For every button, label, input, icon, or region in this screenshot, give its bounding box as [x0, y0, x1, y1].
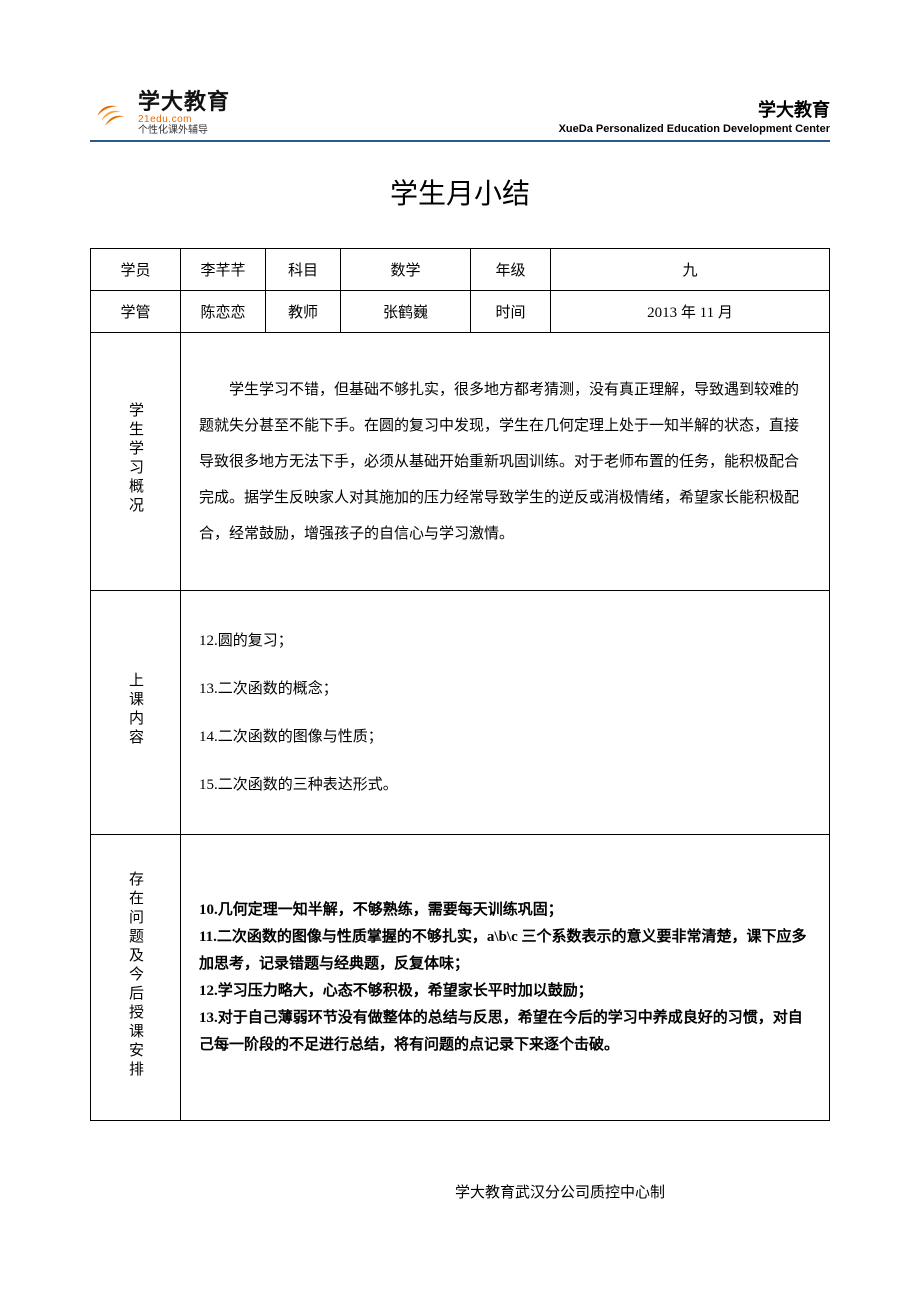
- value-time: 2013 年 11 月: [551, 291, 830, 333]
- value-subject: 数学: [341, 249, 471, 291]
- logo-block: 学大教育 21edu.com 个性化课外辅导: [90, 90, 230, 136]
- label-issues-text: 存在问题及今后授课安排: [125, 871, 146, 1080]
- value-student: 李芊芊: [181, 249, 266, 291]
- logo-text: 学大教育 21edu.com 个性化课外辅导: [138, 90, 230, 136]
- content-list: 12.圆的复习； 13.二次函数的概念； 14.二次函数的图像与性质； 15.二…: [181, 591, 830, 835]
- summary-table: 学员 李芊芊 科目 数学 年级 九 学管 陈恋恋 教师 张鹤巍 时间 2013 …: [90, 248, 830, 1121]
- label-student: 学员: [91, 249, 181, 291]
- table-row: 学员 李芊芊 科目 数学 年级 九: [91, 249, 830, 291]
- label-issues: 存在问题及今后授课安排: [91, 835, 181, 1121]
- label-content-text: 上课内容: [125, 672, 146, 748]
- table-row: 学管 陈恋恋 教师 张鹤巍 时间 2013 年 11 月: [91, 291, 830, 333]
- brand-url: 21edu.com: [138, 114, 230, 125]
- header-right-en: XueDa Personalized Education Development…: [559, 122, 830, 136]
- page: 学大教育 21edu.com 个性化课外辅导 学大教育 XueDa Person…: [0, 0, 920, 1202]
- label-content: 上课内容: [91, 591, 181, 835]
- value-grade: 九: [551, 249, 830, 291]
- issues-list: 10.几何定理一知半解，不够熟练，需要每天训练巩固； 11.二次函数的图像与性质…: [181, 835, 830, 1121]
- page-title: 学生月小结: [90, 172, 830, 212]
- table-row: 存在问题及今后授课安排 10.几何定理一知半解，不够熟练，需要每天训练巩固； 1…: [91, 835, 830, 1121]
- list-item: 11.二次函数的图像与性质掌握的不够扎实，a\b\c 三个系数表示的意义要非常清…: [199, 924, 811, 978]
- list-item: 15.二次函数的三种表达形式。: [199, 761, 811, 809]
- header: 学大教育 21edu.com 个性化课外辅导 学大教育 XueDa Person…: [90, 90, 830, 142]
- list-item: 13.对于自己薄弱环节没有做整体的总结与反思，希望在今后的学习中养成良好的习惯，…: [199, 1005, 811, 1059]
- brand-name-cn: 学大教育: [138, 90, 230, 114]
- overview-text: 学生学习不错，但基础不够扎实，很多地方都考猜测，没有真正理解，导致遇到较难的题就…: [199, 372, 811, 552]
- label-subject: 科目: [266, 249, 341, 291]
- label-teacher: 教师: [266, 291, 341, 333]
- list-item: 12.圆的复习；: [199, 617, 811, 665]
- overview-content: 学生学习不错，但基础不够扎实，很多地方都考猜测，没有真正理解，导致遇到较难的题就…: [181, 333, 830, 591]
- list-item: 13.二次函数的概念；: [199, 665, 811, 713]
- header-right-cn: 学大教育: [559, 99, 830, 122]
- label-time: 时间: [471, 291, 551, 333]
- xueda-logo-icon: [90, 92, 132, 134]
- list-item: 12.学习压力略大，心态不够积极，希望家长平时加以鼓励；: [199, 978, 811, 1005]
- header-right: 学大教育 XueDa Personalized Education Develo…: [559, 99, 830, 137]
- table-row: 学生学习概况 学生学习不错，但基础不够扎实，很多地方都考猜测，没有真正理解，导致…: [91, 333, 830, 591]
- list-item: 10.几何定理一知半解，不够熟练，需要每天训练巩固；: [199, 897, 811, 924]
- label-grade: 年级: [471, 249, 551, 291]
- label-overview: 学生学习概况: [91, 333, 181, 591]
- label-overview-text: 学生学习概况: [125, 402, 146, 516]
- brand-slogan: 个性化课外辅导: [138, 125, 230, 136]
- label-manager: 学管: [91, 291, 181, 333]
- value-teacher: 张鹤巍: [341, 291, 471, 333]
- table-row: 上课内容 12.圆的复习； 13.二次函数的概念； 14.二次函数的图像与性质；…: [91, 591, 830, 835]
- value-manager: 陈恋恋: [181, 291, 266, 333]
- list-item: 14.二次函数的图像与性质；: [199, 713, 811, 761]
- footer-text: 学大教育武汉分公司质控中心制: [90, 1181, 830, 1202]
